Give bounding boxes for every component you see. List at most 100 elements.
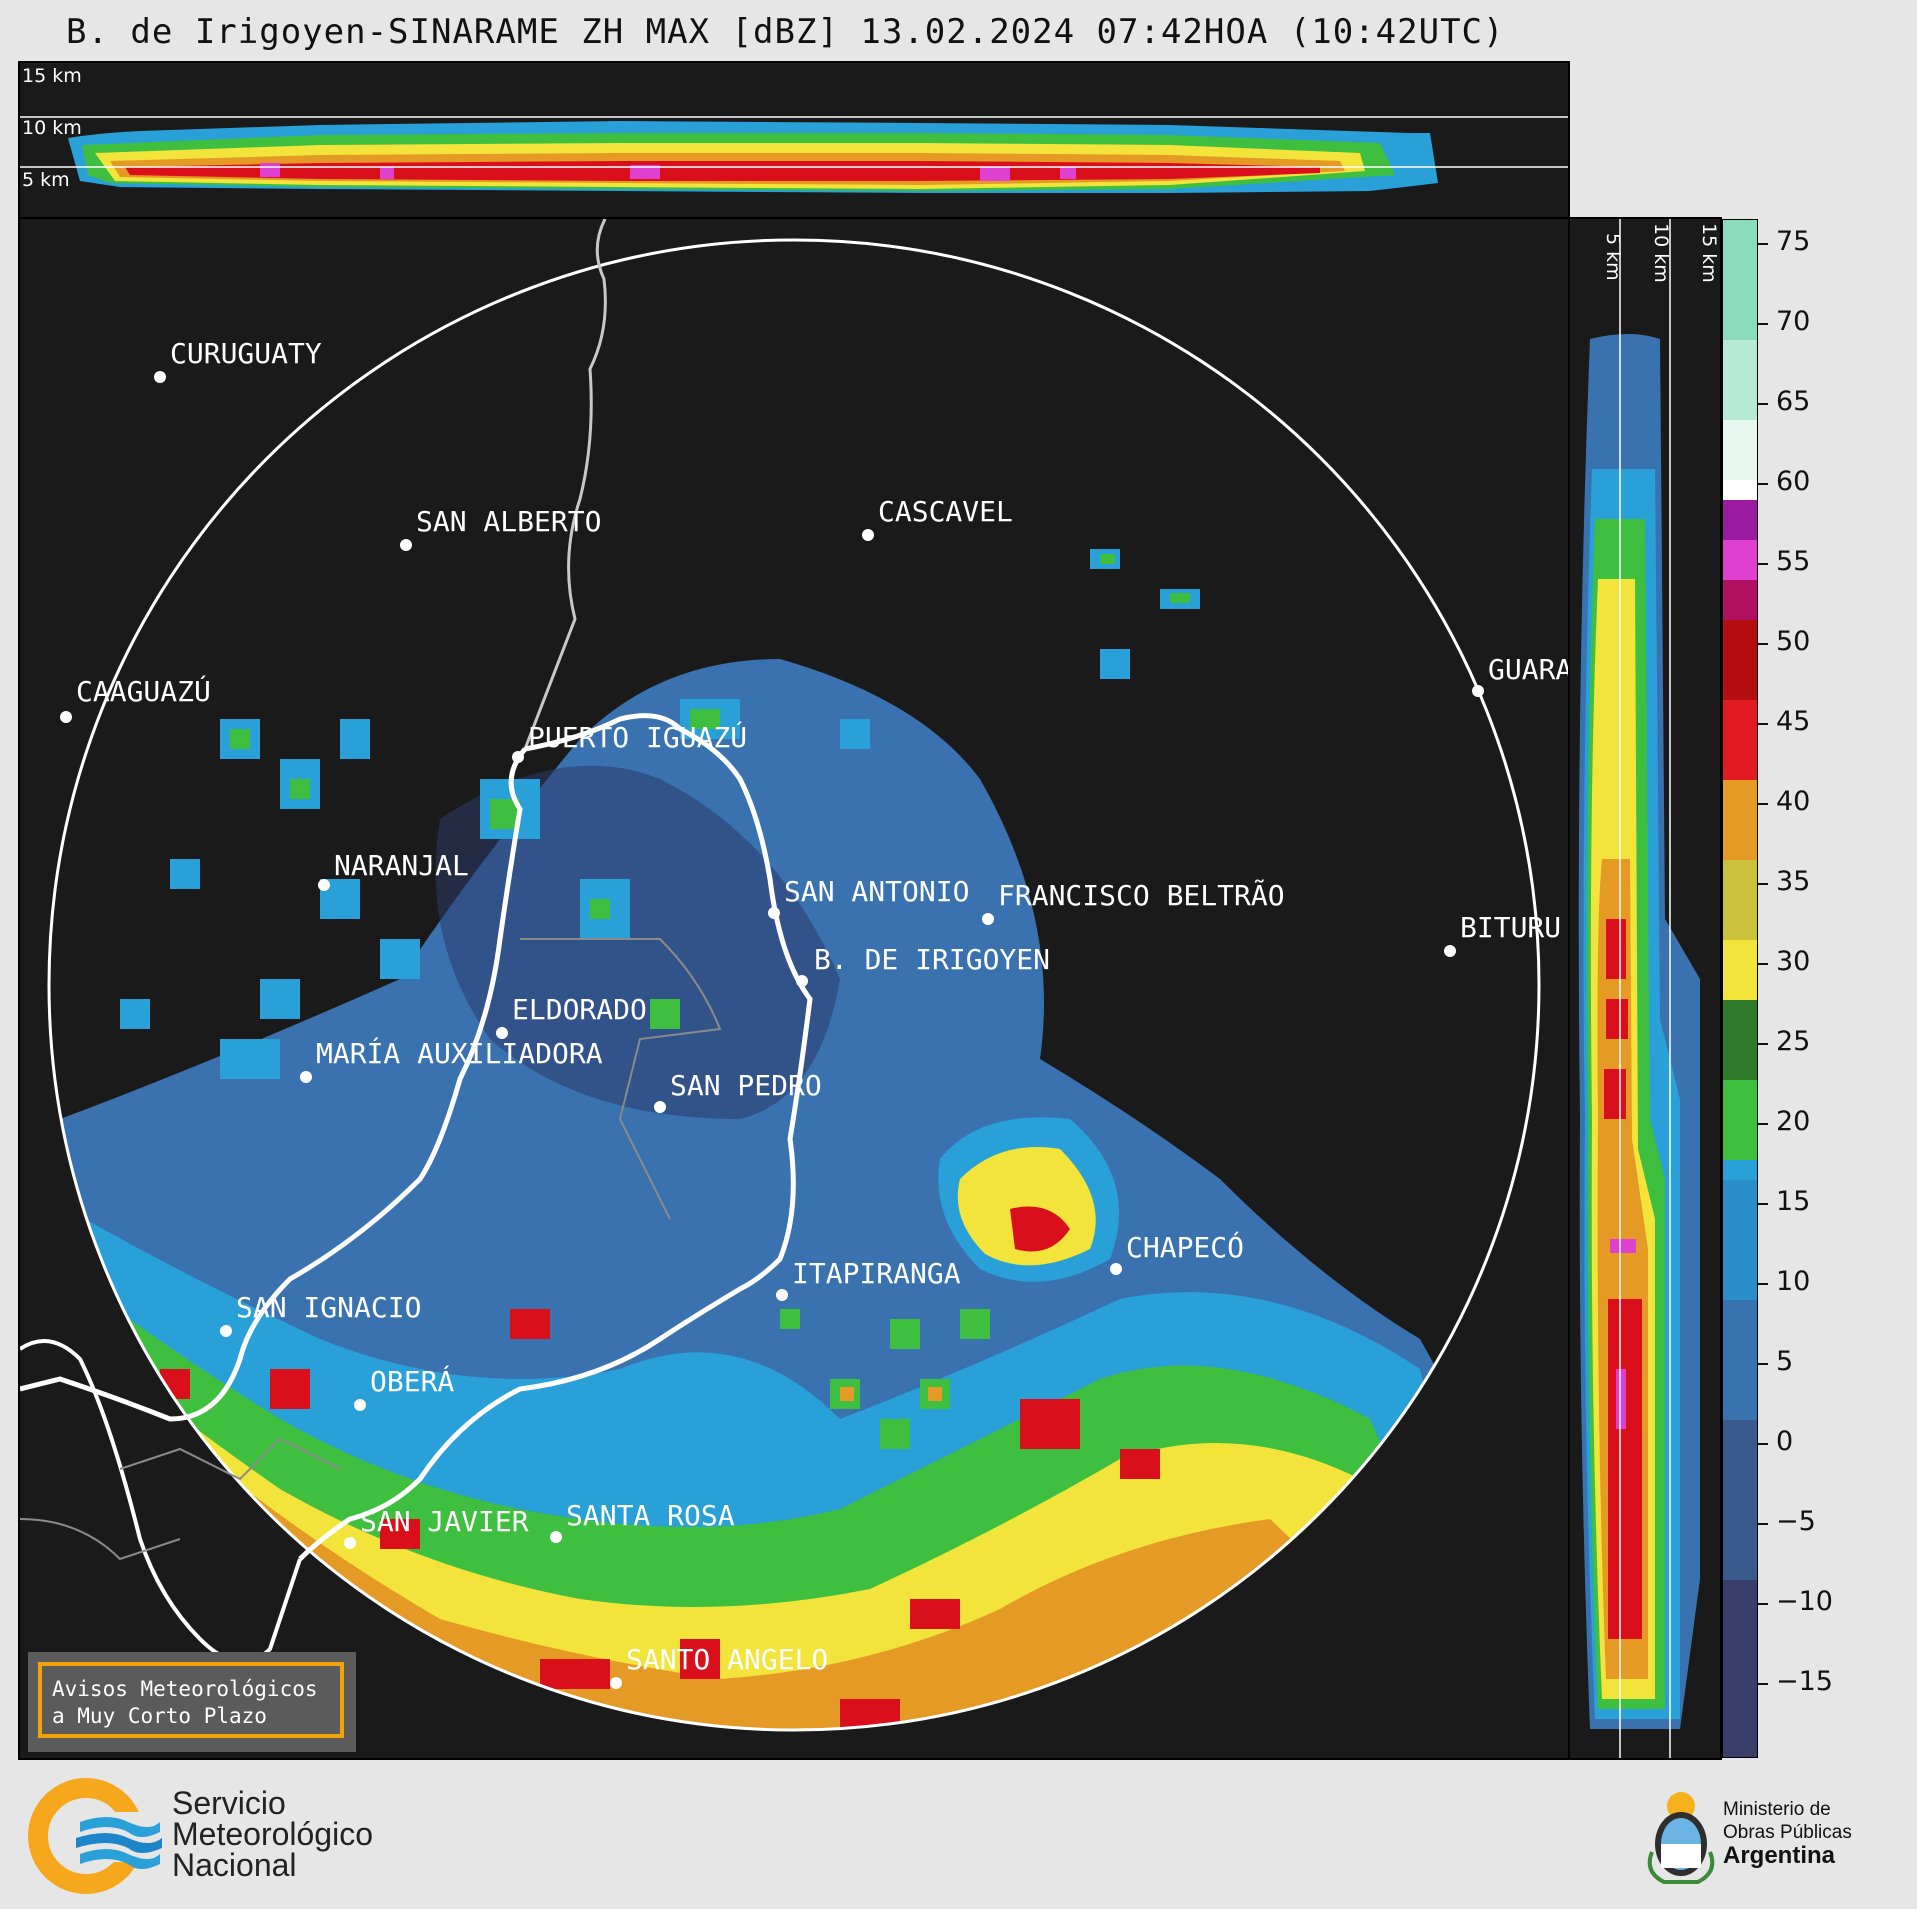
city-marker [300,1071,312,1083]
colorbar-tick [1758,1443,1768,1445]
colorbar-tick-label: 60 [1776,466,1811,497]
height-label-10km: 10 km [1650,223,1672,283]
city-marker [512,751,524,763]
colorbar-tick [1758,1203,1768,1205]
colorbar-tick [1758,403,1768,405]
colorbar-tick [1758,723,1768,725]
colorbar-tick-label: 25 [1776,1026,1811,1057]
radar-site-label: B. DE IRIGOYEN [814,943,1051,976]
colorbar-tick [1758,483,1768,485]
page-title: B. de Irigoyen-SINARAME ZH MAX [dBZ] 13.… [66,12,1505,52]
smn-line-3: Nacional [172,1847,297,1883]
city-label: CAAGUAZÚ [76,675,211,708]
city-label: PUERTO IGUAZÚ [528,721,748,754]
smn-line-1: Servicio [172,1785,286,1821]
city-label: ELDORADO [512,993,647,1026]
height-label-10km: 10 km [22,117,82,139]
colorbar-tick-label: −15 [1776,1666,1833,1697]
city-label: FRANCISCO BELTRÃO [998,879,1285,912]
ministerio-logo-text: Ministerio de Obras Públicas Argentina [1723,1798,1852,1869]
colorbar-tick-label: 0 [1776,1426,1794,1457]
colorbar-tick [1758,1123,1768,1125]
city-marker [344,1537,356,1549]
avisos-line-2: a Muy Corto Plazo [52,1704,267,1728]
smn-logo-icon [28,1778,168,1894]
colorbar-tick-label: −5 [1776,1506,1816,1537]
city-marker [1444,945,1456,957]
coat-of-arms-icon [1647,1792,1715,1884]
radar-site-marker [796,975,808,987]
avisos-text: Avisos Meteorológicos a Muy Corto Plazo [52,1676,318,1730]
colorbar-tick-label: 5 [1776,1346,1794,1377]
colorbar-tick-label: 65 [1776,386,1811,417]
avisos-banner-frame [38,1662,344,1738]
city-marker [400,539,412,551]
colorbar-tick-label: 55 [1776,546,1811,577]
radar-map-svg [20,219,1541,1732]
city-marker [1110,1263,1122,1275]
city-marker [654,1101,666,1113]
colorbar-tick-label: −10 [1776,1586,1833,1617]
avisos-line-1: Avisos Meteorológicos [52,1677,318,1701]
colorbar-tick-label: 45 [1776,706,1811,737]
city-label: CHAPECÓ [1126,1231,1245,1264]
colorbar-tick-label: 40 [1776,786,1811,817]
city-label: CURUGUATY [170,337,322,370]
colorbar-tick-label: 35 [1776,866,1811,897]
city-label: SAN IGNACIO [236,1291,422,1324]
city-marker [862,529,874,541]
city-label: SAN ANTONIO [784,875,970,908]
city-marker [776,1289,788,1301]
city-marker [496,1027,508,1039]
city-label: SAN ALBERTO [416,505,602,538]
colorbar-tick [1758,803,1768,805]
colorbar-tick [1758,963,1768,965]
colorbar-tick [1758,1603,1768,1605]
top-cross-section-panel: 15 km 10 km 5 km [18,61,1570,219]
colorbar-tick [1758,1043,1768,1045]
colorbar-gradient [1723,220,1757,1757]
ministerio-line-3: Argentina [1723,1842,1836,1869]
colorbar-tick-label: 70 [1776,306,1811,337]
colorbar-tick [1758,243,1768,245]
colorbar-tick [1758,1683,1768,1685]
city-marker [318,879,330,891]
city-label: GUARA [1488,653,1573,686]
colorbar-tick [1758,883,1768,885]
city-marker [60,711,72,723]
colorbar-tick [1758,323,1768,325]
city-label: SAN PEDRO [670,1069,822,1102]
side-cross-section-panel: 5 km 10 km 15 km [1568,217,1722,1760]
height-label-5km: 5 km [22,169,70,191]
ministerio-line-1: Ministerio de [1723,1799,1831,1820]
city-label: SAN JAVIER [360,1505,529,1538]
city-label: MARÍA AUXILIADORA [316,1037,603,1070]
height-label-15km: 15 km [22,65,82,87]
city-label: SANTO ANGELO [626,1643,829,1676]
colorbar-tick-label: 75 [1776,226,1811,257]
colorbar-tick-label: 15 [1776,1186,1811,1217]
city-marker [610,1677,622,1689]
colorbar-tick-label: 10 [1776,1266,1811,1297]
smn-line-2: Meteorológico [172,1816,373,1852]
city-label: CASCAVEL [878,495,1013,528]
colorbar-tick [1758,1363,1768,1365]
colorbar-tick [1758,1523,1768,1525]
side-cross-section-echo [1578,219,1700,1758]
city-marker [354,1399,366,1411]
city-marker [550,1531,562,1543]
city-marker [220,1325,232,1337]
city-marker [154,371,166,383]
ministerio-line-2: Obras Públicas [1723,1822,1852,1843]
city-marker [1472,685,1484,697]
city-label: BITURU [1460,911,1562,944]
radar-map-panel: CURUGUATY SAN ALBERTO CASCAVEL CAAGUAZÚ … [18,217,1573,1760]
city-marker [768,907,780,919]
colorbar-tick [1758,563,1768,565]
city-label: NARANJAL [334,849,469,882]
city-label: SANTA ROSA [566,1499,735,1532]
colorbar-tick-label: 30 [1776,946,1811,977]
colorbar-tick-label: 50 [1776,626,1811,657]
colorbar-tick-label: 20 [1776,1106,1811,1137]
height-label-5km: 5 km [1602,233,1624,281]
